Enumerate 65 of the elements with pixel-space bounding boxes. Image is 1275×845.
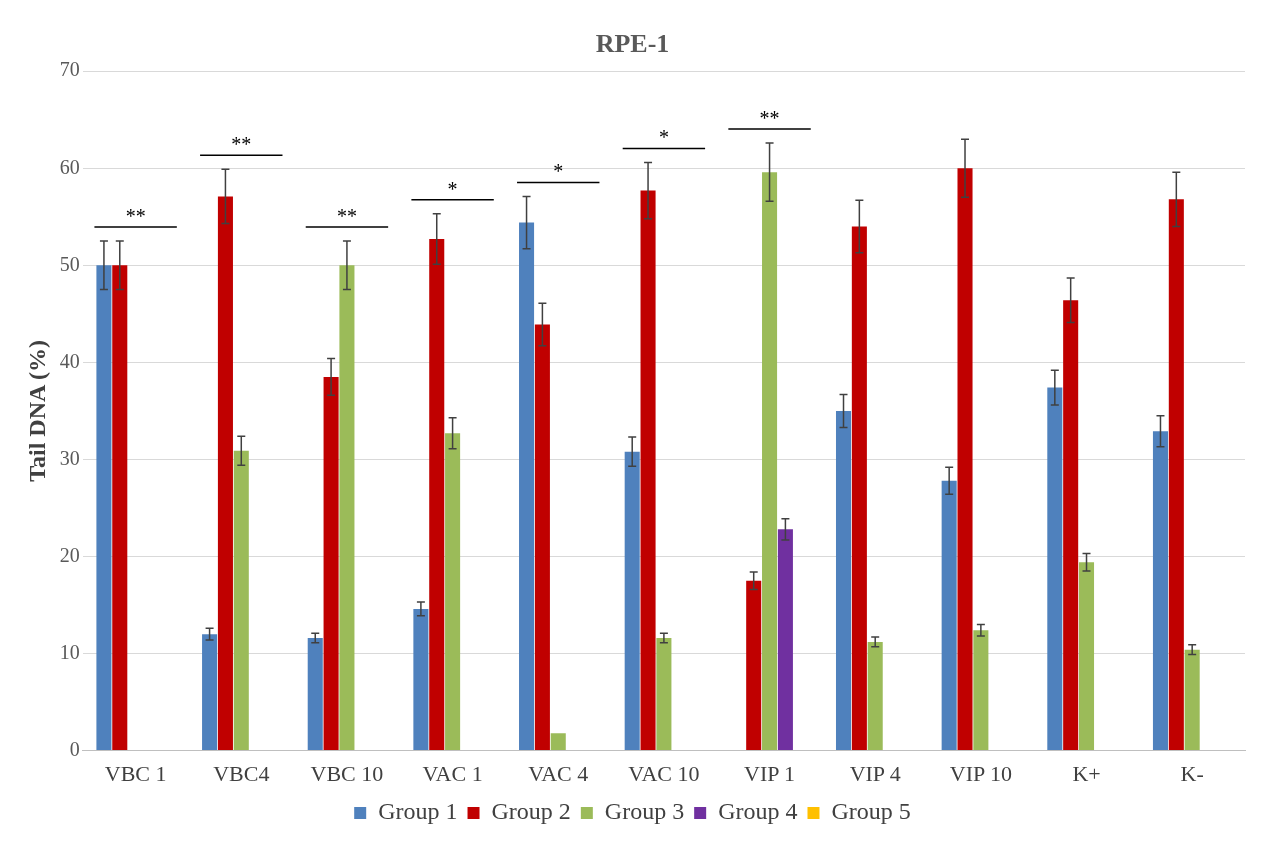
bar [640,190,656,751]
y-tick-label: 40 [59,349,80,372]
bar [429,239,445,751]
bar [1152,431,1168,751]
annotation: ** [231,133,252,156]
bar [534,324,550,751]
bar [624,451,640,751]
y-axis-title: Tail DNA (%) [23,340,50,482]
y-tick-label: 20 [59,543,80,566]
annotation: * [658,126,669,149]
bar [307,638,323,751]
bar [867,641,883,751]
x-tick-label: VAC 10 [628,760,700,786]
y-tick-label: 10 [59,640,80,663]
bar [777,529,793,751]
bar [1078,562,1095,751]
bar [851,226,867,751]
annotation: * [553,160,564,183]
legend-label: Group 4 [718,798,798,825]
y-tick-label: 70 [59,58,80,81]
bar [957,168,973,751]
bar [112,265,128,751]
bar [519,222,535,751]
x-tick-label: VBC 10 [310,760,384,786]
bar [413,608,429,751]
annotation: ** [759,107,780,130]
chart-title: RPE-1 [595,29,670,59]
legend-label: Group 1 [378,798,458,825]
bar [762,172,778,751]
x-tick-label: VIP 4 [849,760,901,786]
bar [202,634,218,751]
bar [96,265,112,751]
bar [233,450,249,751]
y-tick-label: 0 [69,737,80,760]
bar [550,733,566,751]
x-tick-label: VBC 1 [104,760,167,786]
annotation: ** [125,205,146,228]
x-tick-label: VIP 1 [743,760,796,786]
bar [973,630,989,751]
x-tick-label: K+ [1072,760,1101,786]
x-tick-label: K- [1180,760,1204,786]
y-tick-label: 30 [59,446,80,469]
y-tick-label: 60 [59,155,80,178]
legend-label: Group 3 [604,798,685,825]
bar [339,265,355,751]
bar [323,376,339,751]
bar [1063,300,1079,751]
x-tick-label: VAC 1 [422,760,483,786]
x-tick-label: VBC4 [213,760,270,786]
legend-label: Group 5 [831,798,911,825]
x-tick-label: VIP 10 [949,760,1012,786]
bar [1047,387,1063,751]
legend-label: Group 2 [491,798,571,825]
annotation: * [447,177,458,200]
x-tick-label: VAC 4 [528,760,589,786]
bar [941,480,957,751]
bar [217,196,233,751]
bar [656,638,672,751]
bar [746,580,762,751]
bar [445,433,461,751]
annotation: ** [336,205,357,228]
bar [1184,649,1200,751]
bar [835,410,852,751]
bar [1168,199,1184,751]
y-tick-label: 50 [59,252,80,275]
